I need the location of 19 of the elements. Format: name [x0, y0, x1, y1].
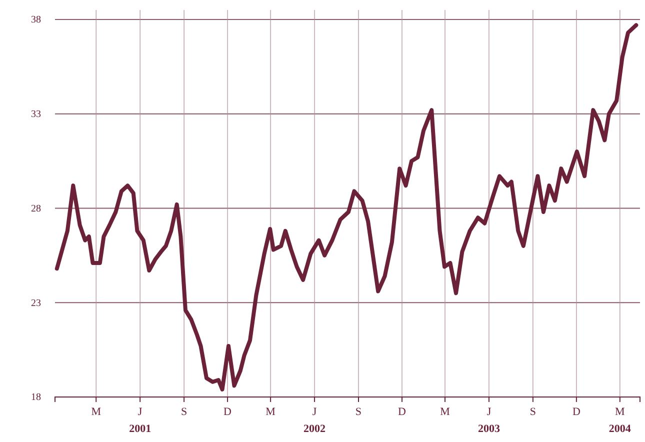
y-tick-label: 28	[31, 203, 41, 214]
x-tick-label: J 2001	[129, 406, 152, 435]
x-tick-label: S	[530, 406, 536, 418]
line-series	[54, 23, 638, 392]
x-tick-label: M 2004	[608, 406, 632, 435]
x-tick-label: M	[440, 406, 450, 418]
x-tick-label: M	[266, 406, 276, 418]
x-tick-label: D	[572, 406, 580, 418]
x-tick-label: J 2002	[304, 406, 326, 435]
x-tick-label: M	[91, 406, 102, 418]
x-tick-label: J 2003	[478, 406, 500, 435]
x-tick-label: S	[180, 406, 188, 418]
y-tick-label: 18	[31, 392, 41, 404]
x-tick-label: S	[355, 406, 362, 418]
x-tick-label: D	[224, 406, 232, 418]
y-tick-label: 23	[31, 298, 41, 309]
x-tick-label: D	[398, 406, 406, 418]
y-tick-label: 38	[31, 14, 41, 26]
y-tick-label: 33	[31, 109, 41, 120]
